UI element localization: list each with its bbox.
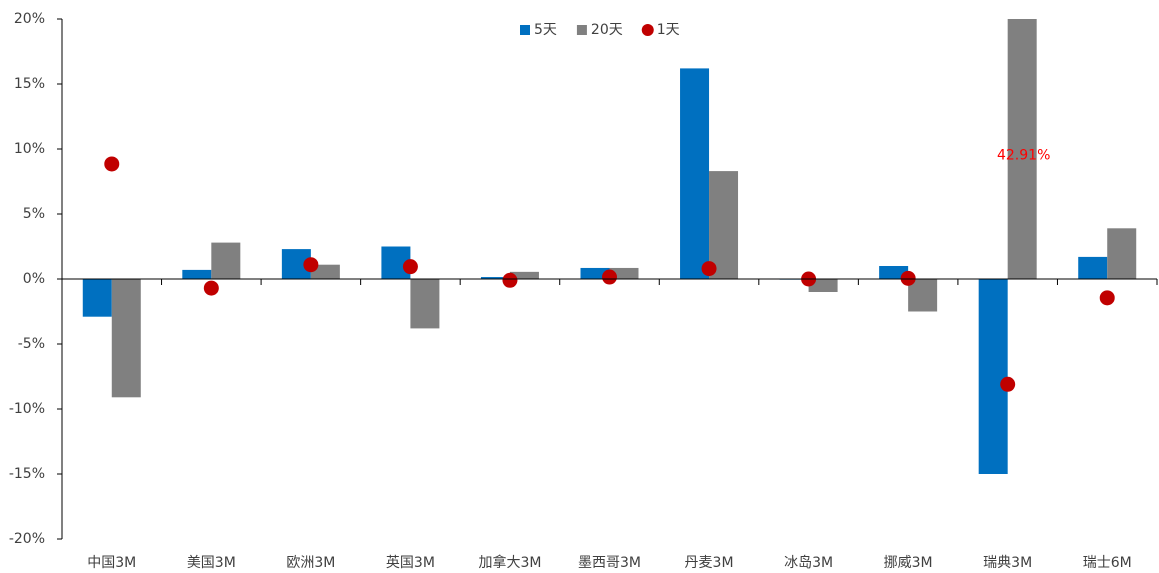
legend-label: 20天 [591,22,623,38]
dot [1000,376,1016,392]
legend-marker [520,25,530,35]
dot [303,257,319,273]
legend-marker [576,25,587,35]
bar [310,264,340,279]
bar [580,267,610,279]
y-tick-label: 5% [23,206,45,222]
legend-label: 5天 [534,22,557,38]
x-tick-label: 冰岛3M [784,555,833,571]
bar [609,267,639,279]
dot [602,269,617,285]
bar [879,266,909,279]
dot [502,272,518,288]
x-tick-label: 挪威3M [884,555,933,571]
bar [211,242,241,279]
dot [1099,290,1115,306]
bar [410,279,440,329]
y-tick-label: 0% [23,271,45,287]
x-tick-label: 欧洲3M [286,555,335,571]
legend-marker [641,24,654,36]
x-tick-label: 瑞士6M [1083,555,1132,571]
data-label: 42.91% [997,148,1050,164]
bar [978,279,1008,474]
y-tick-label: -15% [9,466,45,482]
dot [104,156,120,172]
x-tick-label: 中国3M [87,555,136,571]
legend-label: 1天 [657,22,680,38]
y-tick-label: 15% [14,76,45,92]
dot [701,261,717,277]
y-tick-label: -10% [9,401,45,417]
bar [808,279,838,292]
dot [203,280,219,296]
y-tick-label: 20% [14,11,45,27]
x-tick-label: 加拿大3M [478,554,541,571]
x-tick-label: 英国3M [386,554,435,571]
bar [509,271,539,279]
bar [111,279,141,398]
plot-area [82,19,1137,474]
bar [908,279,938,312]
bar [480,277,510,279]
bar [1107,228,1137,279]
dot [900,270,916,286]
x-tick-label: 墨西哥3M [578,555,641,571]
bar [1078,256,1108,279]
dot [402,259,418,275]
y-tick-label: -20% [9,531,45,547]
y-tick-label: 10% [14,141,45,157]
x-tick-label: 瑞典3M [983,555,1032,571]
x-tick-label: 美国3M [187,555,236,571]
bar [709,171,739,279]
x-tick-label: 丹麦3M [685,555,734,571]
y-tick-label: -5% [18,336,45,352]
bar [182,269,212,279]
bar [1007,19,1037,280]
bar [680,68,710,280]
bar [82,279,112,317]
